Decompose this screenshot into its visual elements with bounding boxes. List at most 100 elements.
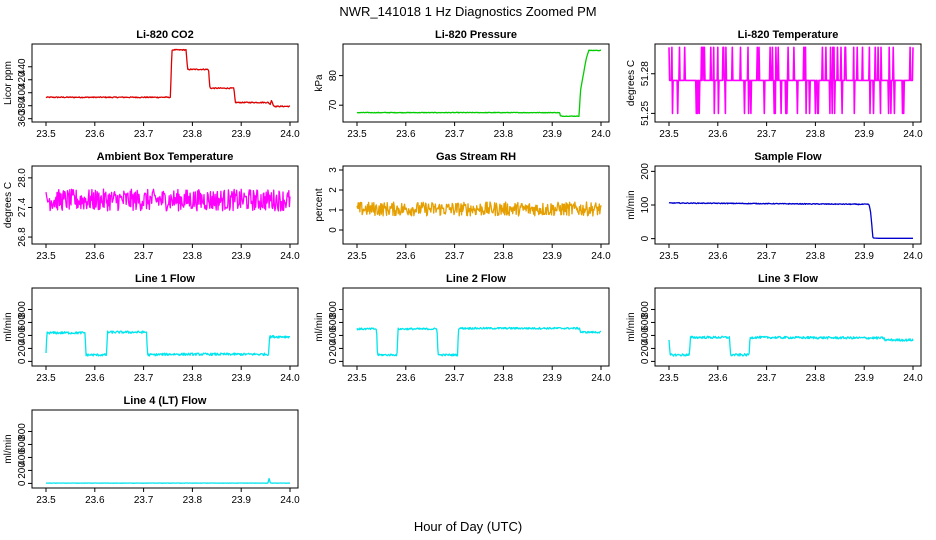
panel-9: Line 3 Flow ml/min 23.5 23.6 23.7 23.8 23.9 24.… bbox=[626, 273, 923, 384]
panel-10-ytick-label: 400 bbox=[17, 449, 28, 466]
panel-7-xtick-label: 24.0 bbox=[280, 373, 300, 384]
panel-8-xtick-label: 23.6 bbox=[396, 373, 416, 384]
panel-6-frame bbox=[654, 165, 922, 245]
panel-3-ylabel: degrees C bbox=[626, 60, 637, 106]
panel-7-ytick-label: 400 bbox=[17, 327, 28, 344]
panel-2-xtick-label: 23.9 bbox=[542, 129, 562, 140]
panel-1-ytick-label: 420 bbox=[17, 71, 28, 88]
panel-1-xtick-label: 23.5 bbox=[36, 129, 56, 140]
figure-title: NWR_141018 1 Hz Diagnostics Zoomed PM bbox=[339, 4, 596, 19]
panel-6-xtick-label: 23.9 bbox=[854, 251, 874, 262]
panel-9-xtick-label: 23.5 bbox=[659, 373, 679, 384]
panel-5-ytick-label: 1 bbox=[328, 207, 339, 213]
panel-4-frame bbox=[31, 165, 299, 245]
panel-5: Gas Stream RH percent 23.5 23.6 23.7 23.8 23.9… bbox=[314, 151, 611, 262]
panel-3: Li-820 Temperature degrees C 23.5 23.6 23.7 2… bbox=[626, 29, 923, 140]
panel-8-ytick-label: 600 bbox=[328, 314, 339, 331]
panel-6-ylabel: ml/min bbox=[626, 190, 637, 219]
panel-10-series-line bbox=[45, 477, 291, 484]
panel-7-ylabel: ml/min bbox=[3, 312, 14, 341]
panel-9-xtick-label: 24.0 bbox=[903, 373, 923, 384]
panel-2-title: Li-820 Pressure bbox=[435, 29, 517, 41]
panel-1-xtick-label: 24.0 bbox=[280, 129, 300, 140]
panel-5-ylabel: percent bbox=[314, 188, 325, 222]
panel-1-ytick-label: 440 bbox=[17, 58, 28, 75]
panel-2-ytick-label: 80 bbox=[328, 70, 339, 82]
panel-5-frame bbox=[342, 165, 610, 245]
panels-group: Li-820 CO2 Licor ppm 23.5 23.6 23.7 23.8 23.9 2… bbox=[3, 29, 923, 506]
panel-8-frame bbox=[342, 287, 610, 367]
panel-1-title: Li-820 CO2 bbox=[136, 29, 193, 41]
panel-4-xtick-label: 23.5 bbox=[36, 251, 56, 262]
panel-9-xtick-label: 23.7 bbox=[757, 373, 777, 384]
panel-3-title: Li-820 Temperature bbox=[738, 29, 839, 41]
panel-7-xtick-label: 23.7 bbox=[134, 373, 154, 384]
panel-5-ytick-label: 3 bbox=[328, 167, 339, 173]
panel-5-title: Gas Stream RH bbox=[436, 151, 516, 163]
panel-7: Line 1 Flow ml/min 23.5 23.6 23.7 23.8 23.9 24.… bbox=[3, 273, 300, 384]
panel-7-xtick-label: 23.9 bbox=[231, 373, 251, 384]
panel-9-ytick-label: 800 bbox=[640, 301, 651, 318]
panel-10-ylabel: ml/min bbox=[3, 434, 14, 463]
panel-7-xtick-label: 23.5 bbox=[36, 373, 56, 384]
panel-8-ytick-label: 0 bbox=[328, 358, 339, 364]
panel-10-ytick-label: 200 bbox=[17, 462, 28, 479]
panel-3-xtick-label: 23.6 bbox=[708, 129, 728, 140]
panel-2-xtick-label: 23.7 bbox=[445, 129, 465, 140]
panel-7-xtick-label: 23.8 bbox=[183, 373, 203, 384]
panel-8-ytick-label: 400 bbox=[328, 327, 339, 344]
panel-6-series-line bbox=[668, 201, 914, 239]
panel-1-ytick-label: 400 bbox=[17, 84, 28, 101]
panel-7-title: Line 1 Flow bbox=[135, 273, 195, 285]
panel-4-xtick-label: 23.8 bbox=[183, 251, 203, 262]
panel-1-xtick-label: 23.8 bbox=[183, 129, 203, 140]
panel-8-title: Line 2 Flow bbox=[446, 273, 506, 285]
panel-9-ylabel: ml/min bbox=[626, 312, 637, 341]
figure-xlabel: Hour of Day (UTC) bbox=[414, 519, 522, 534]
panel-1: Li-820 CO2 Licor ppm 23.5 23.6 23.7 23.8 23.9 2… bbox=[3, 29, 300, 140]
panel-6-xtick-label: 23.8 bbox=[806, 251, 826, 262]
panel-2: Li-820 Pressure kPa 23.5 23.6 23.7 23.8 23.9 24… bbox=[314, 29, 611, 140]
panel-9-frame bbox=[654, 287, 922, 367]
panel-4-xtick-label: 24.0 bbox=[280, 251, 300, 262]
panel-4-ylabel: degrees C bbox=[3, 182, 14, 228]
panel-10: Line 4 (LT) Flow ml/min 23.5 23.6 23.7 23.8 23… bbox=[3, 395, 300, 506]
panel-10-xtick-label: 23.7 bbox=[134, 495, 154, 506]
panel-10-xtick-label: 23.5 bbox=[36, 495, 56, 506]
panel-9-xtick-label: 23.8 bbox=[806, 373, 826, 384]
panel-3-xtick-label: 23.7 bbox=[757, 129, 777, 140]
panel-1-frame bbox=[31, 43, 299, 123]
panel-3-frame bbox=[654, 43, 922, 123]
panel-6: Sample Flow ml/min 23.5 23.6 23.7 23.8 23.9 24.… bbox=[626, 151, 923, 262]
panel-3-xtick-label: 23.8 bbox=[806, 129, 826, 140]
panel-8-xtick-label: 23.9 bbox=[542, 373, 562, 384]
panel-2-xtick-label: 23.6 bbox=[396, 129, 416, 140]
panel-4: Ambient Box Temperature degrees C 23.5 23.6… bbox=[3, 151, 300, 262]
panel-6-ytick-label: 100 bbox=[640, 196, 651, 213]
panel-4-xtick-label: 23.6 bbox=[85, 251, 105, 262]
panel-10-ytick-label: 600 bbox=[17, 436, 28, 453]
panel-1-ytick-label: 380 bbox=[17, 97, 28, 114]
panel-2-xtick-label: 24.0 bbox=[591, 129, 611, 140]
panel-3-xtick-label: 23.9 bbox=[854, 129, 874, 140]
panel-3-series-line bbox=[668, 46, 914, 115]
panel-7-xtick-label: 23.6 bbox=[85, 373, 105, 384]
panel-10-xtick-label: 23.9 bbox=[231, 495, 251, 506]
panel-7-ytick-label: 0 bbox=[17, 358, 28, 364]
panel-7-ytick-label: 200 bbox=[17, 340, 28, 357]
panel-1-xtick-label: 23.6 bbox=[85, 129, 105, 140]
panel-5-ytick-label: 2 bbox=[328, 187, 339, 193]
panel-10-ytick-label: 800 bbox=[17, 423, 28, 440]
panel-1-ylabel: Licor ppm bbox=[3, 61, 14, 105]
panel-6-xtick-label: 23.5 bbox=[659, 251, 679, 262]
panel-2-ylabel: kPa bbox=[314, 74, 325, 92]
panel-5-xtick-label: 23.8 bbox=[494, 251, 514, 262]
panel-6-title: Sample Flow bbox=[754, 151, 822, 163]
panel-2-ytick-label: 70 bbox=[328, 99, 339, 111]
panel-5-xtick-label: 23.5 bbox=[347, 251, 367, 262]
panel-5-xtick-label: 23.6 bbox=[396, 251, 416, 262]
panel-9-ytick-label: 400 bbox=[640, 327, 651, 344]
panel-9-xtick-label: 23.6 bbox=[708, 373, 728, 384]
panel-8-ytick-label: 200 bbox=[328, 340, 339, 357]
panel-2-frame bbox=[342, 43, 610, 123]
